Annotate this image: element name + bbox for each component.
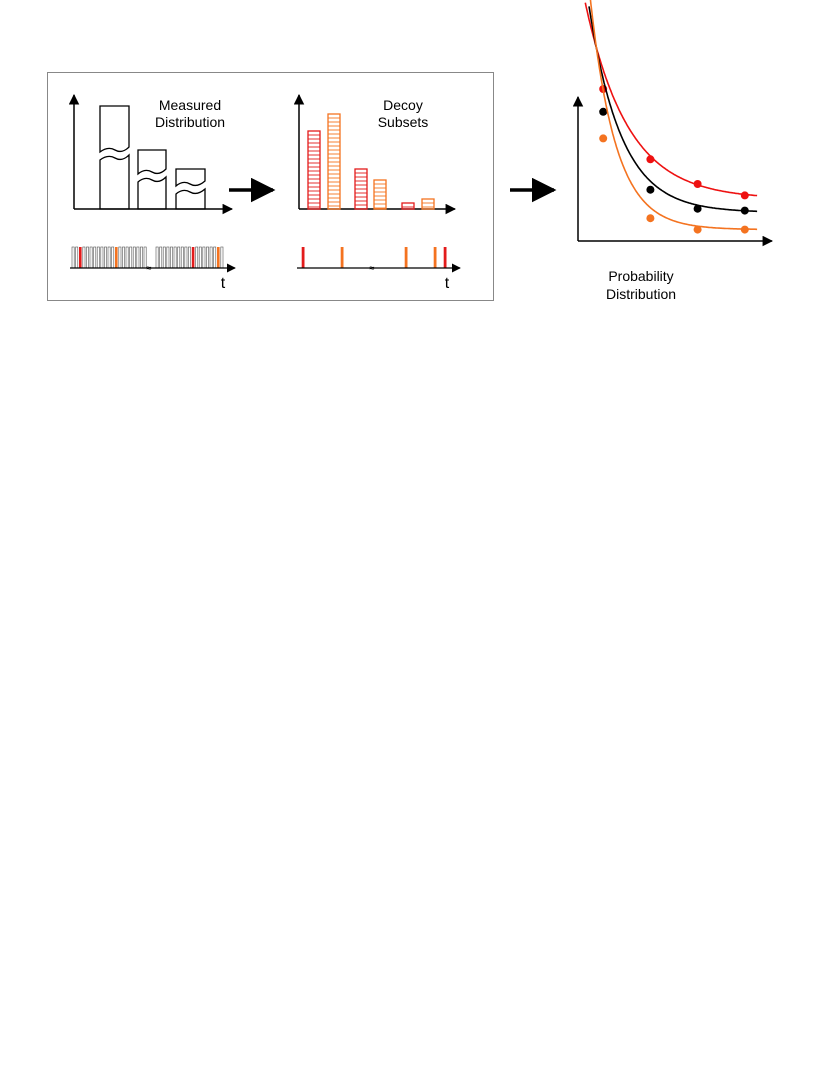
pulse [140, 246, 143, 269]
pulse [129, 246, 133, 269]
pulse [118, 246, 122, 269]
decoy-bar-orange [327, 113, 341, 210]
curve-point-orange [693, 225, 702, 234]
pulse [93, 246, 97, 269]
pulse [173, 246, 177, 269]
curve-point-orange [740, 225, 749, 234]
probability-caption-line1: Probability [608, 268, 673, 284]
pulse [136, 246, 140, 269]
curve-red [584, 2, 758, 200]
decoy-axis-break: ≈ [370, 263, 375, 273]
curve-point-orange [646, 214, 655, 223]
pulse-red [301, 247, 305, 268]
decoy-bar-orange [373, 179, 387, 210]
measured-bar-3 [175, 168, 206, 210]
curve-point-red [693, 180, 702, 188]
probability-panel: Probability Distribution [572, 0, 774, 302]
decoy-bar-red [354, 168, 368, 210]
pulse [170, 246, 173, 269]
pulse [162, 246, 166, 269]
pulse-orange [115, 247, 118, 268]
curve-point-black [740, 206, 749, 215]
pulse [104, 246, 107, 269]
pulse [155, 246, 159, 269]
pulse [180, 246, 184, 269]
pulse-red [191, 247, 195, 268]
pulse-orange [340, 247, 344, 268]
pulse-red [79, 247, 82, 268]
measured-axis-break: ≈ [147, 263, 152, 273]
pulse-orange [404, 247, 408, 268]
decoy-bar-red [307, 130, 321, 210]
pulse [198, 246, 202, 269]
pulse [86, 246, 89, 269]
curve-black [588, 6, 758, 215]
decoy-title-line1: Decoy [383, 97, 423, 113]
decoy-panel: Decoy Subsets ≈ t [293, 93, 461, 292]
pulse [82, 246, 86, 269]
decoy-bar-orange [421, 198, 435, 210]
pulse [89, 246, 93, 269]
pulse [132, 246, 136, 269]
pulse [166, 246, 170, 269]
measured-time-label: t [221, 275, 226, 292]
pulse [220, 246, 224, 269]
curve-point-red [740, 191, 749, 200]
measured-bar-1 [99, 105, 130, 210]
decoy-title-line2: Subsets [378, 114, 429, 130]
pulse [107, 246, 111, 269]
measured-title-line2: Distribution [155, 114, 225, 130]
pulse [177, 246, 181, 269]
panel-frame [47, 72, 494, 301]
measured-panel: Measured Distribution ≈ t [68, 93, 236, 292]
curve-orange [589, 0, 758, 234]
decoy-bars [307, 113, 435, 210]
pulse [71, 246, 75, 269]
decoy-pulse-train [301, 247, 447, 268]
pulse [125, 246, 129, 269]
pulse-orange [433, 247, 437, 268]
curve-point-orange [599, 134, 608, 143]
measured-title-line1: Measured [159, 97, 221, 113]
curve-point-black [599, 107, 608, 116]
pulse [213, 246, 217, 269]
pulse-red [443, 247, 447, 268]
decoy-bar-red [401, 202, 415, 210]
pulse [75, 246, 79, 269]
curve-point-black [693, 204, 702, 213]
pulse [159, 246, 163, 269]
measured-bar-2 [137, 149, 167, 210]
pulse [96, 246, 100, 269]
pulse [188, 246, 191, 269]
pulse [111, 246, 115, 269]
pulse [195, 246, 199, 269]
decoy-time-label: t [445, 275, 450, 292]
pulse [209, 246, 213, 269]
curve-point-black [646, 185, 655, 194]
pulse-orange [217, 247, 220, 268]
pulse [100, 246, 104, 269]
pulse [206, 246, 209, 269]
pulse [202, 246, 206, 269]
probability-curves [584, 0, 758, 234]
curve-point-red [646, 155, 655, 164]
pulse [122, 246, 125, 269]
probability-caption-line2: Distribution [606, 286, 676, 302]
pulse [184, 246, 188, 269]
